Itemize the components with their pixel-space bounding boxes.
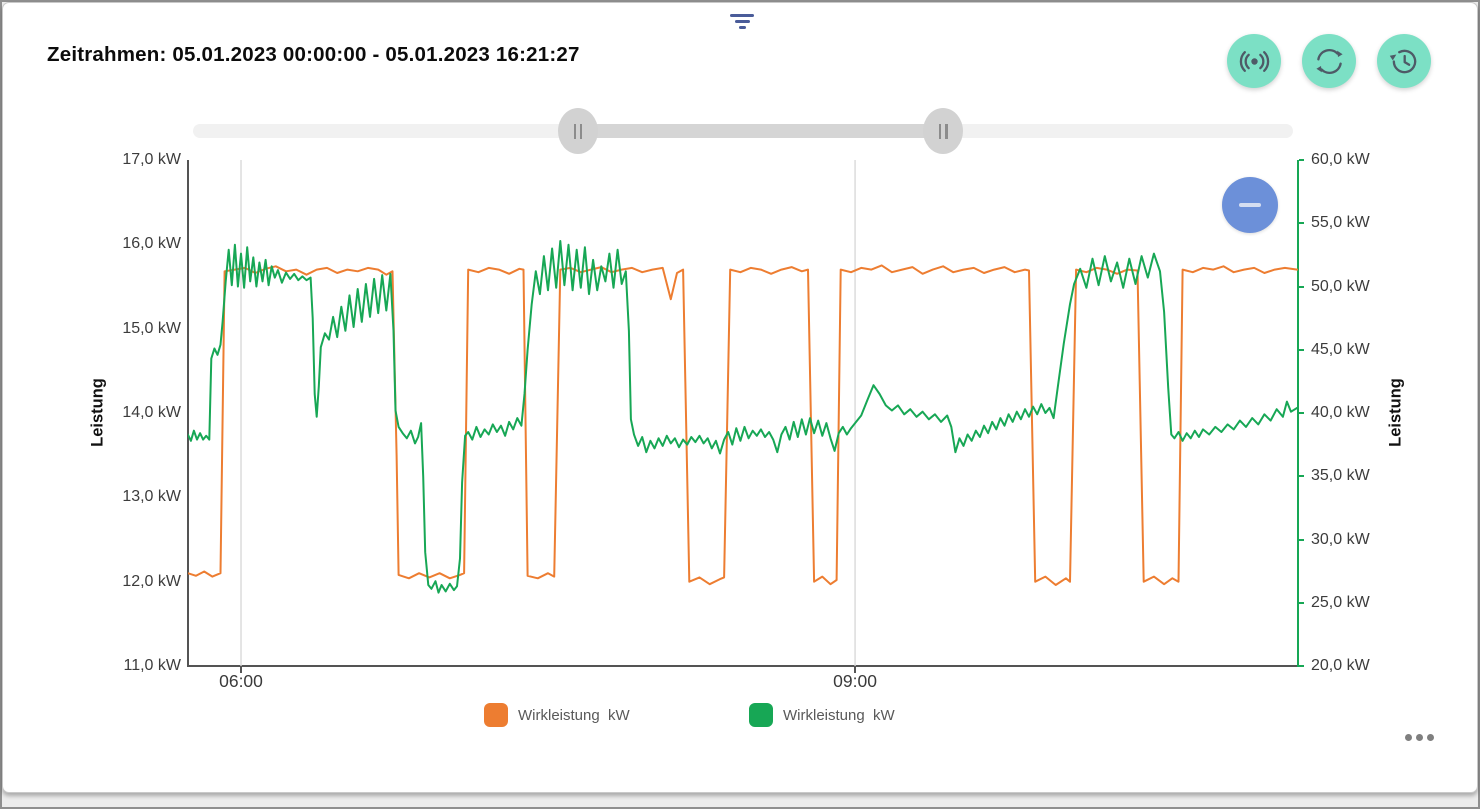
y-axis-right-tickmark bbox=[1299, 159, 1304, 161]
y-axis-right-tickmark bbox=[1299, 665, 1304, 667]
refresh-button[interactable] bbox=[1302, 34, 1356, 88]
refresh-icon bbox=[1315, 48, 1343, 74]
y-axis-right-title: Leistung bbox=[1386, 378, 1405, 447]
y-axis-left-tick: 17,0 kW bbox=[122, 151, 181, 168]
broadcast-icon bbox=[1239, 50, 1269, 72]
filter-icon bbox=[730, 14, 754, 18]
y-axis-left-tick: 13,0 kW bbox=[122, 488, 181, 506]
y-axis-right-line bbox=[1297, 160, 1299, 667]
grip-icon bbox=[573, 123, 577, 139]
y-axis-right-tickmark bbox=[1299, 222, 1304, 225]
chart-card: Zeitrahmen: 05.01.2023 00:00:00 - 05.01.… bbox=[2, 2, 1478, 793]
more-options-button[interactable] bbox=[1401, 730, 1438, 745]
grip-icon bbox=[938, 123, 942, 139]
zoom-out-button[interactable] bbox=[1222, 177, 1278, 233]
y-axis-right-tick: 30,0 kW bbox=[1311, 530, 1370, 548]
series-line-green bbox=[188, 240, 1298, 594]
x-axis-line bbox=[187, 665, 1300, 667]
y-axis-left-title: Leistung bbox=[88, 378, 107, 447]
x-axis-tickmark bbox=[240, 667, 242, 673]
slider-handle-end[interactable] bbox=[923, 108, 964, 154]
slider-handle-start[interactable] bbox=[558, 108, 598, 154]
y-axis-left-line bbox=[187, 160, 189, 667]
y-axis-right-tickmark bbox=[1299, 412, 1304, 414]
x-axis-tick: 09:00 bbox=[833, 671, 877, 691]
ellipsis-icon bbox=[1405, 734, 1412, 741]
filter-button[interactable] bbox=[727, 14, 757, 32]
chart-plot bbox=[188, 160, 1298, 666]
legend-swatch-green bbox=[749, 703, 773, 727]
y-axis-right-tick: 25,0 kW bbox=[1311, 593, 1370, 611]
y-axis-right-ticks: 60,0 kW 55,0 kW 50,0 kW 45,0 kW 40,0 kW 35,0 … bbox=[1311, 151, 1421, 674]
y-axis-left-tick: 12,0 kW bbox=[122, 572, 181, 590]
x-axis-ticks: 06:00 09:00 bbox=[188, 667, 1298, 697]
legend-swatch-orange bbox=[484, 703, 508, 727]
x-axis-tick: 06:00 bbox=[219, 671, 263, 691]
y-axis-right-tickmark bbox=[1299, 285, 1304, 288]
y-axis-right-tick: 40,0 kW bbox=[1311, 404, 1370, 421]
y-axis-right-tick: 45,0 kW bbox=[1311, 340, 1370, 358]
y-axis-left-tick: 16,0 kW bbox=[122, 235, 181, 253]
live-mode-button[interactable] bbox=[1227, 34, 1281, 88]
y-axis-right-tickmark bbox=[1299, 601, 1304, 604]
history-button[interactable] bbox=[1377, 34, 1431, 88]
legend-label: Wirkleistung kW bbox=[518, 706, 630, 724]
history-icon bbox=[1389, 49, 1416, 73]
y-axis-left-tick: 14,0 kW bbox=[122, 404, 181, 421]
y-axis-right-tick: 20,0 kW bbox=[1311, 657, 1370, 674]
y-axis-left-ticks: 17,0 kW 16,0 kW 15,0 kW 14,0 kW 13,0 kW 12,0 … bbox=[63, 151, 181, 674]
y-axis-right-tick: 55,0 kW bbox=[1311, 214, 1370, 232]
x-axis-tickmark bbox=[854, 667, 857, 673]
y-axis-right-tick: 60,0 kW bbox=[1311, 151, 1370, 168]
y-axis-left-tick: 15,0 kW bbox=[122, 319, 181, 337]
y-axis-right-tick: 50,0 kW bbox=[1311, 277, 1370, 295]
minus-icon bbox=[1239, 202, 1261, 208]
slider-selected-range[interactable] bbox=[578, 124, 944, 138]
page-title: Zeitrahmen: 05.01.2023 00:00:00 - 05.01.… bbox=[47, 43, 580, 66]
time-range-slider[interactable] bbox=[193, 108, 1293, 154]
toolbar bbox=[1227, 34, 1431, 88]
y-axis-right-tick: 35,0 kW bbox=[1311, 467, 1370, 485]
legend-item-wirkleistung-orange[interactable]: Wirkleistung kW bbox=[484, 703, 630, 727]
y-axis-right-tickmark bbox=[1299, 538, 1304, 541]
y-axis-left-tick: 11,0 kW bbox=[123, 657, 182, 674]
y-axis-right-tickmark bbox=[1299, 475, 1304, 478]
legend-item-wirkleistung-green[interactable]: Wirkleistung kW bbox=[749, 703, 895, 727]
legend-label: Wirkleistung kW bbox=[783, 706, 895, 724]
y-axis-right-tickmark bbox=[1299, 348, 1304, 351]
